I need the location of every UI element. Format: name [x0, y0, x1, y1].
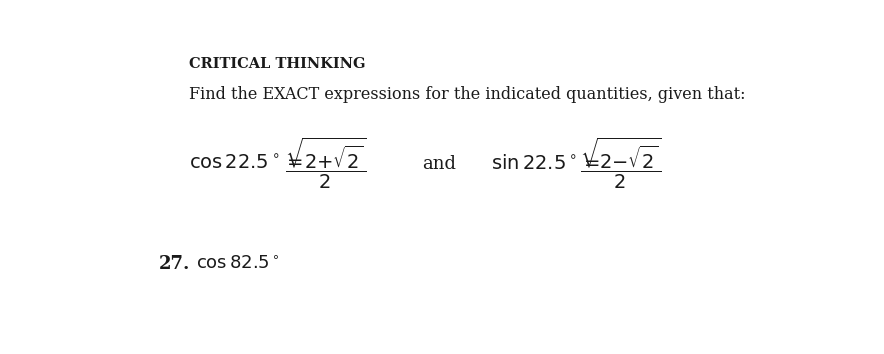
Text: $\mathrm{cos}\,82.5^\circ$: $\mathrm{cos}\,82.5^\circ$: [196, 255, 280, 273]
Text: $\mathrm{cos}\,22.5^\circ =$: $\mathrm{cos}\,22.5^\circ =$: [189, 154, 303, 173]
Text: Find the EXACT expressions for the indicated quantities, given that:: Find the EXACT expressions for the indic…: [189, 86, 746, 103]
Text: and: and: [423, 155, 456, 173]
Text: $\mathrm{sin}\,22.5^\circ =$: $\mathrm{sin}\,22.5^\circ =$: [491, 154, 600, 173]
Text: $\dfrac{\sqrt{2{-}\sqrt{2}}}{2}$: $\dfrac{\sqrt{2{-}\sqrt{2}}}{2}$: [580, 136, 661, 192]
Text: 27.: 27.: [158, 255, 190, 273]
Text: $\dfrac{\sqrt{2{+}\sqrt{2}}}{2}$: $\dfrac{\sqrt{2{+}\sqrt{2}}}{2}$: [286, 136, 366, 192]
Text: CRITICAL THINKING: CRITICAL THINKING: [189, 57, 366, 72]
